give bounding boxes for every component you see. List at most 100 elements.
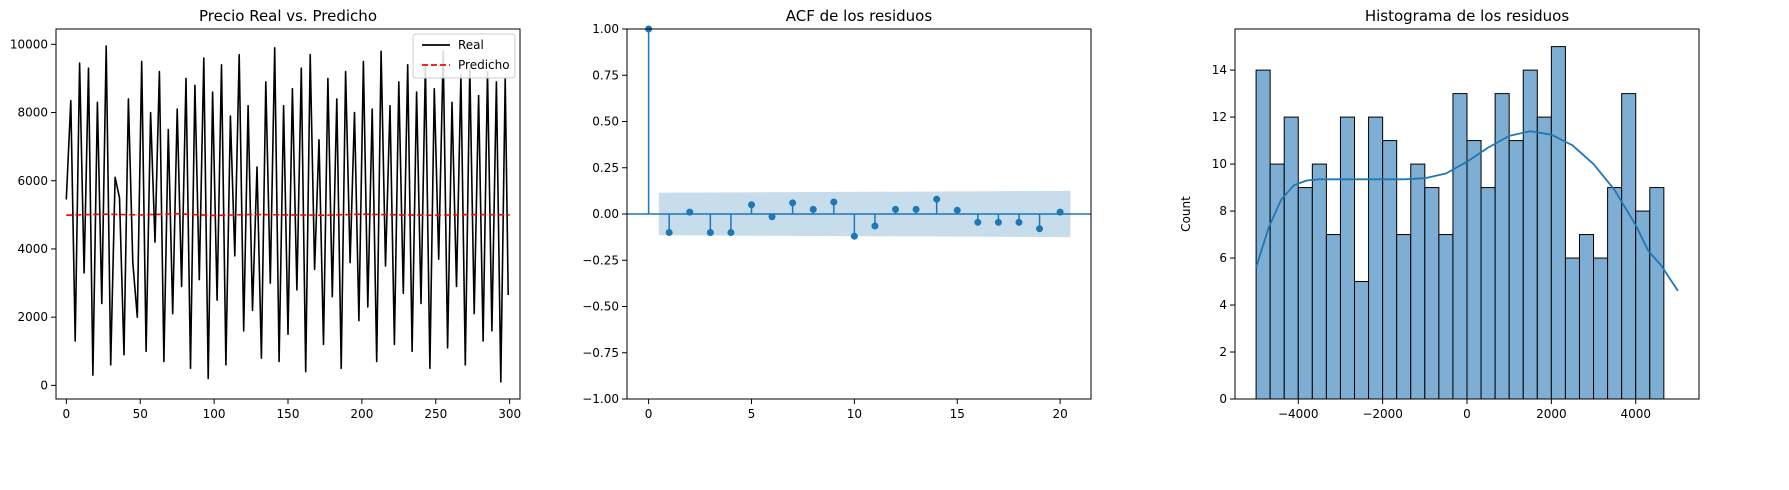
histogram-bar [1550,46,1566,400]
acf-marker [974,218,982,226]
histogram-bar [1578,234,1595,400]
y-tick-label: −0.50 [582,300,619,314]
histogram-bar [1522,69,1538,400]
x-tick-label: 0 [645,407,653,421]
y-tick-label: 1.00 [592,22,619,36]
y-tick-label: 4000 [17,242,48,256]
histogram-bar [1410,163,1426,400]
x-tick-label: −4000 [1278,407,1319,421]
x-tick-label: 0 [1463,407,1471,421]
acf-marker [727,229,735,236]
histogram-bar [1452,93,1468,400]
x-tick-label: −2000 [1362,407,1403,421]
histogram-bar [1649,187,1665,400]
acf-marker [665,229,673,236]
x-tick-label: 50 [133,407,148,421]
x-tick-label: 100 [203,407,226,421]
panel-acf-title: ACF de los residuos [786,7,933,25]
series-line-real [65,45,509,383]
y-tick-label: 2 [1219,345,1227,359]
y-tick-label: 12 [1212,110,1227,124]
x-tick-label: 300 [498,407,521,421]
y-tick-label: 0 [1219,392,1227,406]
histogram-bar [1480,187,1496,400]
y-tick-label: 14 [1212,63,1227,77]
acf-marker [994,218,1002,226]
legend: Real Predicho [412,33,516,79]
legend-real-label: Real [458,38,484,52]
y-tick-label: 10 [1212,157,1227,171]
x-tick-label: 0 [63,407,71,421]
x-tick-label: 150 [277,407,300,421]
y-tick-label: 6 [1219,251,1227,265]
y-tick-label: 2000 [17,310,48,324]
panel-histogram-ylabel: Count [1179,196,1193,232]
acf-marker [706,229,714,236]
acf-marker [871,222,879,230]
y-tick-label: 4 [1219,298,1227,312]
y-tick-label: 8 [1219,204,1227,218]
histogram-bar [1508,140,1524,400]
x-tick-label: 4000 [1620,407,1651,421]
acf-marker [1056,208,1064,216]
histogram-bar [1368,116,1384,400]
histogram-bar [1424,187,1440,400]
acf-marker [789,199,797,207]
histogram-bar [1438,234,1454,400]
panel-histogram: Histograma de los residuos Count −4000 −2… [1179,7,1700,421]
histogram-bar [1466,140,1482,400]
x-tick-label: 250 [424,407,447,421]
panel-histogram-title: Histograma de los residuos [1365,7,1569,25]
histogram-bar [1325,234,1341,400]
x-tick-label: 2000 [1536,407,1567,421]
acf-marker [747,201,755,209]
histogram-bar [1536,116,1552,400]
acf-marker [953,206,961,214]
acf-marker [1036,225,1044,233]
y-tick-label: 0.00 [592,207,619,221]
y-tick-label: 10000 [10,37,48,51]
y-tick-label: 0.75 [592,68,619,82]
y-tick-label: −1.00 [582,392,619,406]
x-tick-label: 5 [748,407,756,421]
histogram-bar [1564,257,1580,400]
x-tick-label: 20 [1052,407,1067,421]
acf-marker [850,232,858,240]
acf-marker [892,205,900,213]
panel-price-plot-area [65,45,510,383]
legend-predicho-label: Predicho [458,58,510,72]
histogram-bar [1621,93,1637,400]
histogram-bar [1311,163,1327,400]
acf-marker [912,205,920,213]
histogram-bar [1607,187,1623,400]
histogram-bar [1593,257,1609,400]
histogram-bar [1283,116,1299,400]
y-tick-label: 6000 [17,174,48,188]
acf-marker [830,198,838,206]
acf-marker [1015,218,1023,226]
acf-marker [809,205,817,213]
histogram-bar [1339,116,1356,400]
series-line-predicho [66,213,510,217]
x-tick-label: 200 [350,407,373,421]
panel-acf: ACF de los residuos 0 5 10 15 20 −1.00 −0.75 −0… [582,7,1092,421]
histogram-bar [1255,69,1271,400]
y-tick-label: 0.50 [592,115,619,129]
acf-marker [686,208,694,216]
histogram-bar [1396,234,1412,400]
panel-histogram-plot-area [1255,46,1679,400]
histogram-bar [1297,187,1313,400]
histogram-bar [1354,281,1370,400]
acf-marker [933,195,941,203]
panel-price-title: Precio Real vs. Predicho [199,7,377,25]
x-tick-label: 15 [950,407,965,421]
kde-curve [1255,130,1679,292]
acf-marker [768,213,776,221]
x-tick-label: 10 [847,407,862,421]
panel-acf-plot-area [627,25,1091,240]
y-tick-label: 0.25 [592,161,619,175]
y-tick-label: 0 [40,378,48,392]
panel-price: Precio Real vs. Predicho Real Predicho 0… [10,7,521,421]
y-tick-label: −0.75 [582,346,619,360]
